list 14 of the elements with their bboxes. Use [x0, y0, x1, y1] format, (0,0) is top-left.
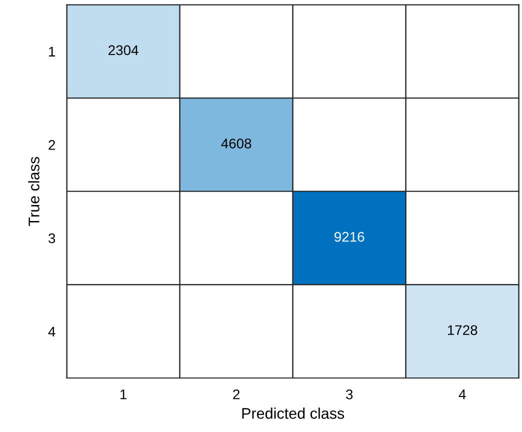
y-axis-title: True class — [28, 156, 40, 226]
x-axis-title: Predicted class — [242, 408, 344, 419]
y-tick-label: 1 — [49, 46, 56, 56]
y-tick-label: 2 — [48, 140, 56, 150]
data-label: 2304 — [108, 45, 138, 56]
y-tick-label: 4 — [48, 326, 56, 336]
x-tick-label: 4 — [458, 390, 466, 400]
data-label: 9216 — [334, 232, 364, 242]
data-label: 1728 — [448, 325, 478, 336]
data-label: 4608 — [221, 138, 252, 148]
y-tick-label: 3 — [48, 233, 56, 244]
x-tick-label: 3 — [346, 389, 353, 400]
x-tick-label: 2 — [233, 389, 240, 400]
x-tick-label: 1 — [120, 390, 127, 400]
